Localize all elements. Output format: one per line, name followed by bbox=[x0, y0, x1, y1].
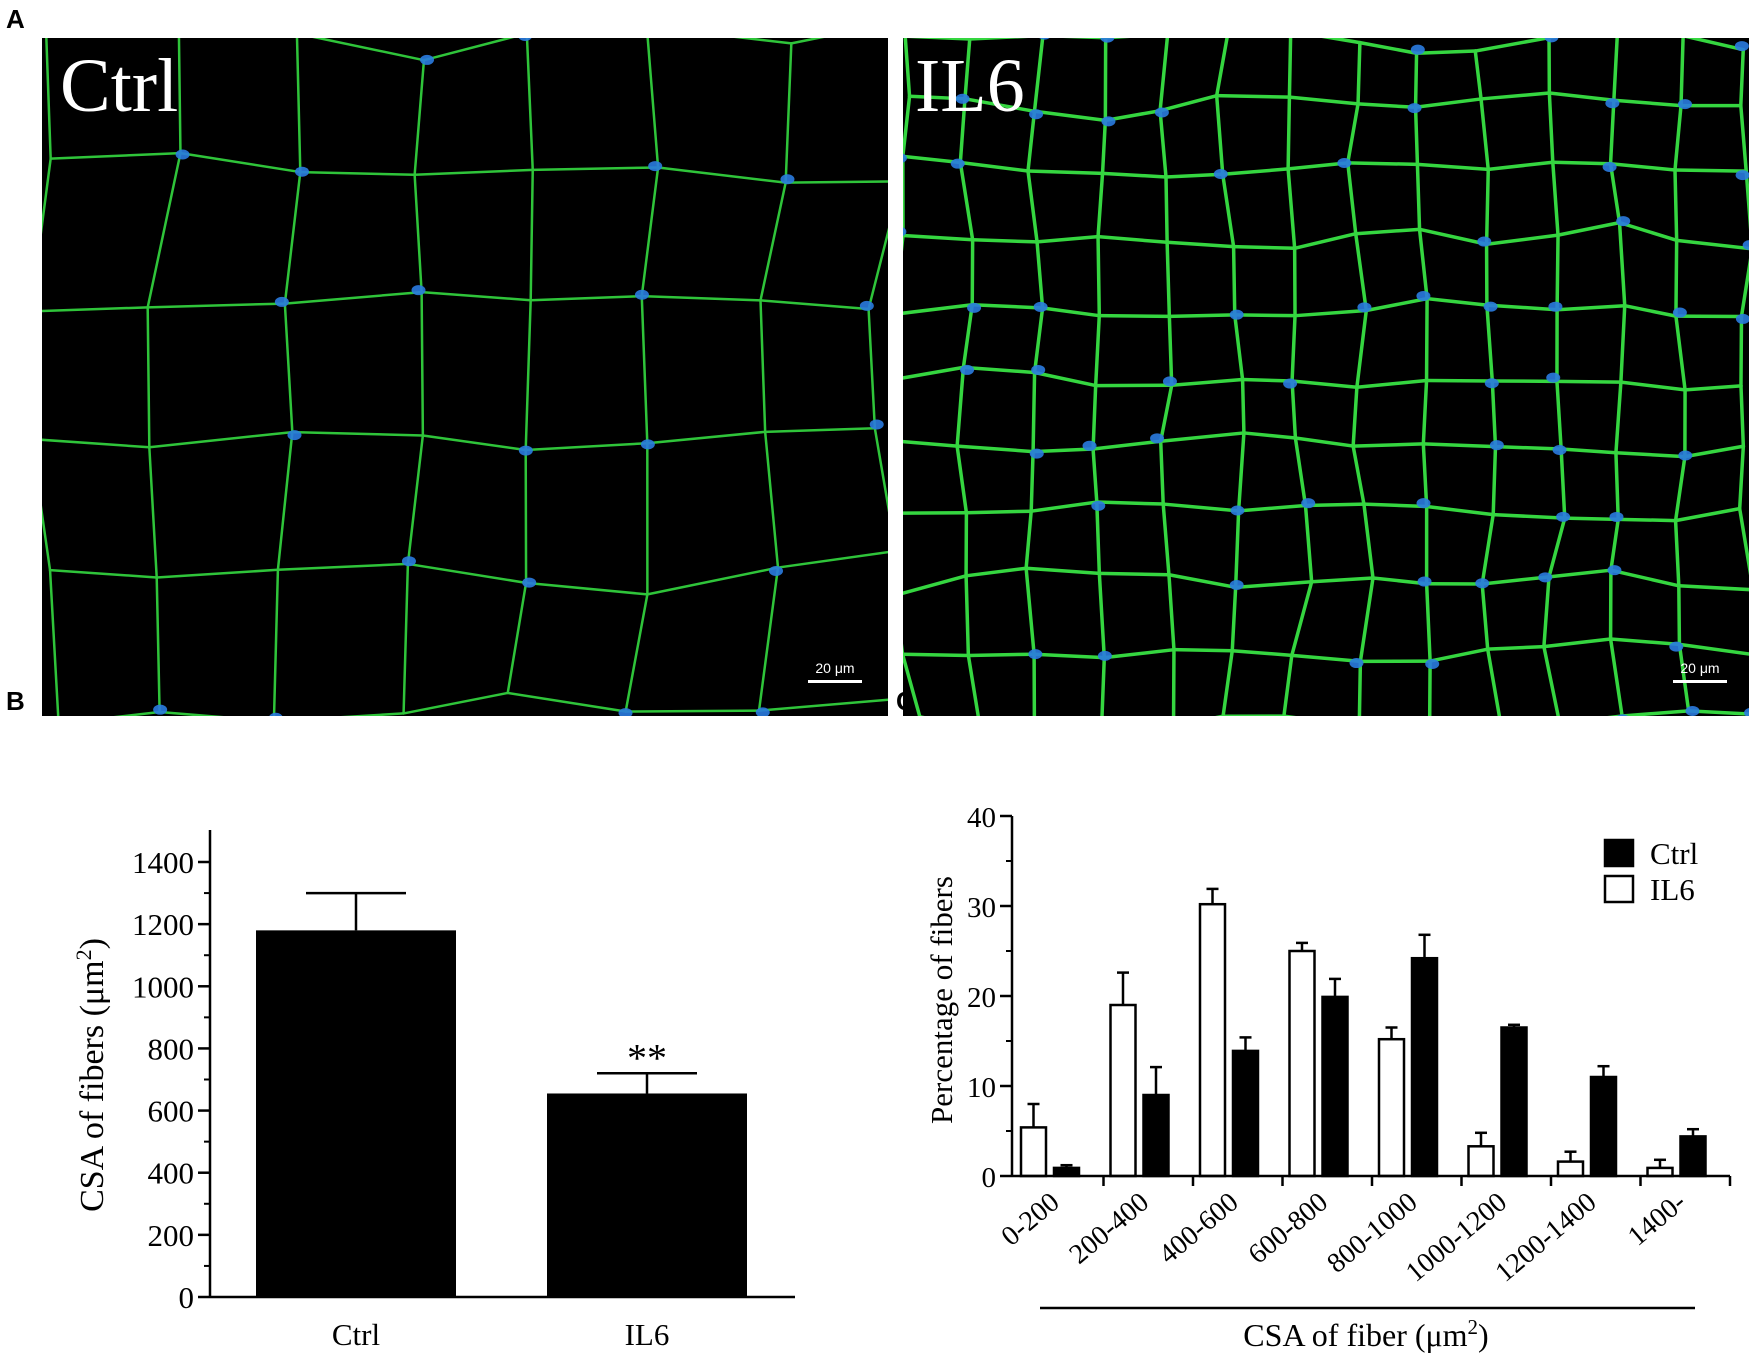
bar-ctrl-400-600 bbox=[1231, 1049, 1260, 1178]
micrograph-ctrl: Ctrl 20 μm bbox=[42, 38, 888, 716]
y-tick-label: 800 bbox=[148, 1031, 195, 1066]
y-tick-label: 600 bbox=[148, 1094, 195, 1129]
x-tick-label: 200-400 bbox=[1064, 1187, 1155, 1271]
x-tick-label: 0-200 bbox=[996, 1187, 1066, 1253]
y-tick-label: 1000 bbox=[132, 969, 194, 1004]
y-axis-label: CSA of fibers (μm2) bbox=[71, 938, 111, 1212]
bar-il6-1200-1400 bbox=[1556, 1160, 1585, 1178]
panel-letter-a: A bbox=[6, 4, 25, 34]
y-tick-label: 20 bbox=[967, 982, 996, 1014]
bar-il6-800-1000 bbox=[1377, 1037, 1406, 1178]
y-tick-label: 1400 bbox=[132, 845, 194, 880]
x-tick-label: 600-800 bbox=[1243, 1187, 1334, 1271]
bar-ctrl-800-1000 bbox=[1410, 956, 1439, 1178]
scale-bar bbox=[1673, 680, 1727, 683]
x-tick-label: IL6 bbox=[625, 1317, 670, 1352]
y-axis-label: Percentage of fibers bbox=[924, 876, 959, 1124]
x-axis-label: CSA of fiber (μm2) bbox=[1243, 1315, 1488, 1353]
y-tick-label: 1200 bbox=[132, 907, 194, 942]
bar-ctrl-200-400 bbox=[1142, 1093, 1170, 1178]
scale-bar-label: 20 μm bbox=[1680, 660, 1720, 676]
y-tick-label: 400 bbox=[148, 1156, 195, 1191]
scale-bar-label: 20 μm bbox=[815, 660, 855, 676]
scale-bar bbox=[808, 680, 862, 683]
y-tick-label: 0 bbox=[179, 1280, 195, 1315]
fiber-membrane-image bbox=[42, 38, 888, 716]
y-tick-label: 30 bbox=[967, 892, 996, 924]
bar-il6 bbox=[547, 1093, 747, 1297]
bar-il6-1000-1200 bbox=[1467, 1145, 1495, 1178]
bar-ctrl-1200-1400 bbox=[1589, 1075, 1618, 1178]
x-tick-label: 1200-1400 bbox=[1490, 1187, 1603, 1289]
bar-ctrl-600-800 bbox=[1321, 995, 1349, 1178]
legend-label-ctrl: Ctrl bbox=[1650, 836, 1698, 871]
x-tick-label: 400-600 bbox=[1153, 1187, 1244, 1271]
fiber-membranes bbox=[903, 38, 1749, 716]
x-tick-label: 1400- bbox=[1622, 1187, 1692, 1253]
legend-swatch-ctrl bbox=[1603, 838, 1635, 868]
x-tick-label: Ctrl bbox=[332, 1317, 380, 1352]
y-tick-label: 40 bbox=[967, 802, 996, 834]
bar-ctrl-1000-1200 bbox=[1500, 1026, 1528, 1178]
bar-ctrl bbox=[256, 930, 456, 1297]
bar-il6-200-400 bbox=[1109, 1003, 1137, 1178]
fiber-membranes bbox=[42, 38, 888, 716]
legend-swatch-il6 bbox=[1603, 874, 1635, 904]
micrograph-label-il6: IL6 bbox=[915, 44, 1025, 128]
y-tick-label: 0 bbox=[982, 1162, 997, 1194]
fiber-membrane-image bbox=[903, 38, 1749, 716]
y-tick-label: 10 bbox=[967, 1072, 996, 1104]
significance-label: ** bbox=[627, 1035, 667, 1080]
legend-label-il6: IL6 bbox=[1650, 872, 1695, 907]
bar-ctrl-1400- bbox=[1679, 1135, 1707, 1178]
chart-b-csa-bar: 0 200 400 600 800 1000 1200 1400 Ctrl IL6 ** CSA of… bbox=[71, 830, 795, 1352]
bar-il6-400-600 bbox=[1198, 902, 1227, 1178]
bar-il6-0-200 bbox=[1019, 1126, 1048, 1178]
micrograph-label-ctrl: Ctrl bbox=[60, 44, 179, 128]
panel-letter-b: B bbox=[6, 686, 25, 716]
micrograph-il6: IL6 20 μm bbox=[903, 38, 1749, 716]
y-tick-label: 200 bbox=[148, 1218, 195, 1253]
bar-il6-600-800 bbox=[1288, 949, 1316, 1178]
